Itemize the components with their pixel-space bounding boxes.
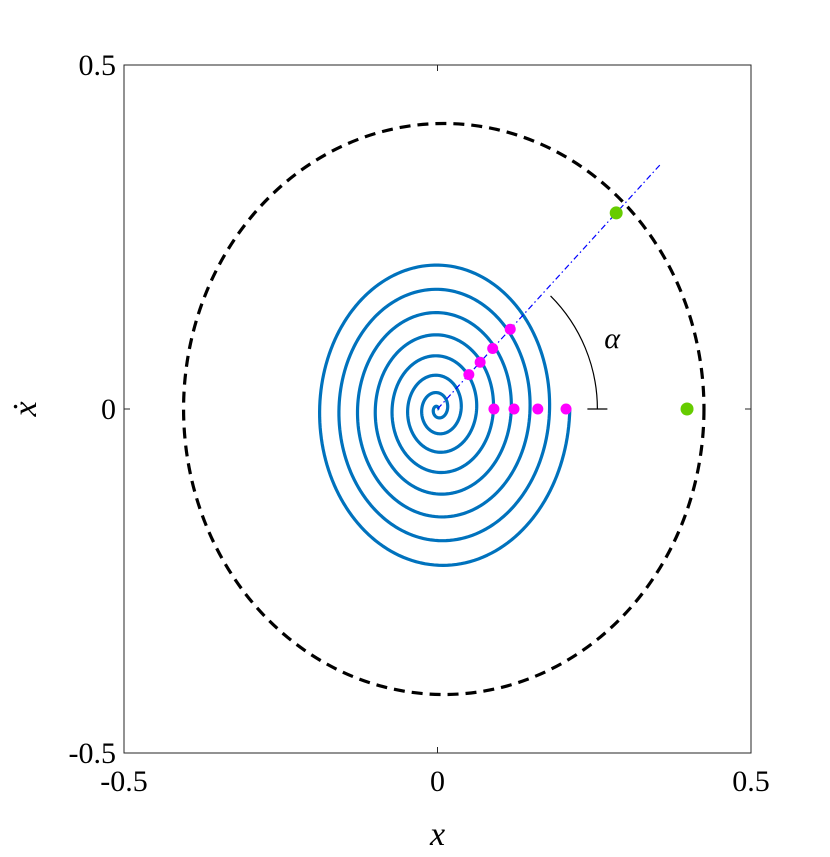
x-tick-label: -0.5 xyxy=(100,765,148,798)
magenta-point xyxy=(508,403,520,415)
magenta-point xyxy=(487,342,499,354)
angle-arc xyxy=(550,295,598,410)
magenta-point xyxy=(504,323,516,335)
y-tick-label: 0 xyxy=(101,393,116,426)
axes: -0.5 0 0.5 -0.5 0 0.5 x ẋ xyxy=(7,49,770,853)
y-tick-label: -0.5 xyxy=(69,737,117,770)
x-axis-label: x xyxy=(429,816,445,853)
magenta-point xyxy=(488,403,500,415)
x-tick-label: 0.5 xyxy=(732,765,770,798)
green-point xyxy=(609,206,623,220)
angle-ray-line xyxy=(437,164,661,410)
magenta-point xyxy=(560,403,572,415)
magenta-point xyxy=(463,369,475,381)
green-point xyxy=(680,402,694,416)
dashed-boundary-curve xyxy=(181,121,706,697)
magenta-point xyxy=(474,356,486,368)
y-axis-label: ẋ xyxy=(7,401,44,417)
magenta-point xyxy=(532,403,544,415)
x-tick-label: 0 xyxy=(430,765,445,798)
y-tick-label: 0.5 xyxy=(79,49,117,82)
plot-area: α xyxy=(181,121,706,697)
angle-alpha-label: α xyxy=(604,322,621,355)
